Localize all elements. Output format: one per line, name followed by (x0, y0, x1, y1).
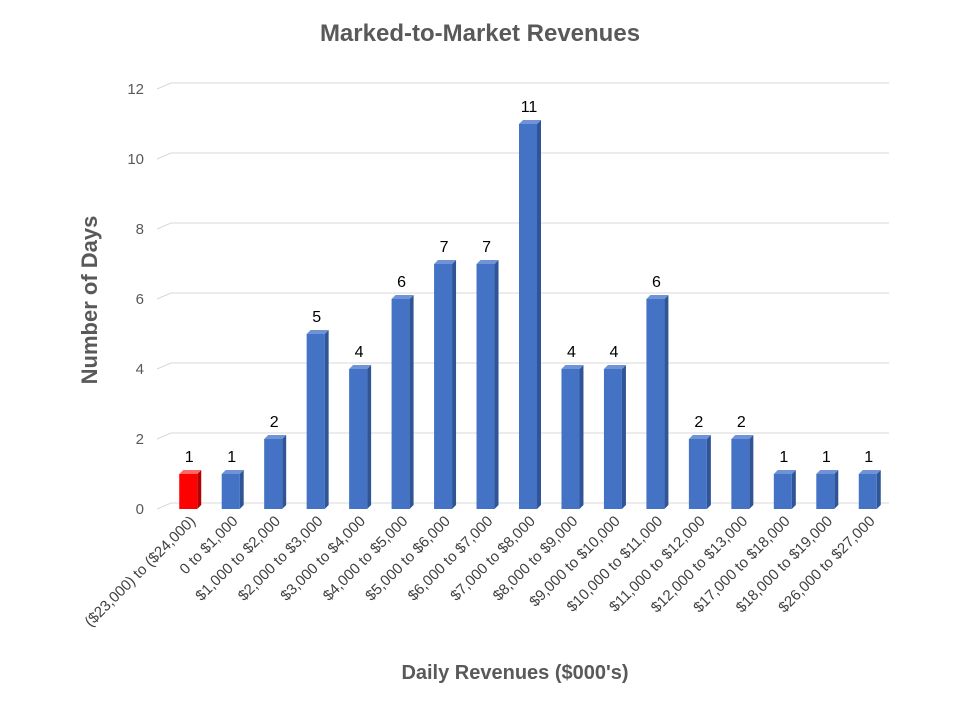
y-tick-label: 10 (127, 151, 144, 168)
x-axis-title: Daily Revenues ($000's) (401, 662, 629, 684)
y-tick-label: 0 (136, 501, 144, 518)
data-label: 2 (694, 414, 703, 431)
bar-7 (476, 260, 499, 509)
data-label: 1 (227, 449, 236, 466)
bar-4 (349, 365, 372, 509)
data-label: 2 (270, 414, 279, 431)
y-tick-label: 8 (136, 221, 144, 238)
data-label: 2 (737, 414, 746, 431)
chart-title: Marked-to-Market Revenues (319, 20, 641, 47)
data-label: 1 (864, 449, 873, 466)
bar-9 (561, 365, 584, 509)
y-tick-label: 12 (127, 81, 144, 98)
bar-13 (731, 435, 754, 509)
data-label: 4 (355, 344, 364, 361)
data-label: 7 (482, 239, 491, 256)
data-label: 1 (822, 449, 831, 466)
y-tick-label: 6 (136, 291, 144, 308)
bar-5 (391, 295, 414, 509)
data-label: 4 (609, 344, 618, 361)
bar-11 (646, 295, 669, 509)
data-label: 4 (567, 344, 576, 361)
bar-8 (519, 120, 541, 509)
data-label: 11 (521, 99, 538, 116)
y-tick-label: 4 (136, 361, 144, 378)
data-label: 6 (652, 274, 661, 291)
bar-6 (434, 260, 457, 509)
bar-0 (179, 470, 202, 509)
data-label: 5 (312, 309, 321, 326)
bar-1 (221, 470, 244, 509)
y-gridline-12 (156, 82, 889, 90)
data-label: 1 (779, 449, 788, 466)
data-label: 6 (397, 274, 406, 291)
bar-3 (306, 330, 329, 509)
bar-12 (688, 435, 711, 509)
bar-14 (773, 470, 796, 509)
bar-2 (264, 435, 287, 509)
bar-15 (816, 470, 839, 509)
bar-16 (858, 470, 881, 509)
data-label: 7 (440, 239, 449, 256)
bar-10 (603, 365, 626, 509)
y-tick-label: 2 (136, 431, 144, 448)
data-label: 1 (185, 449, 194, 466)
